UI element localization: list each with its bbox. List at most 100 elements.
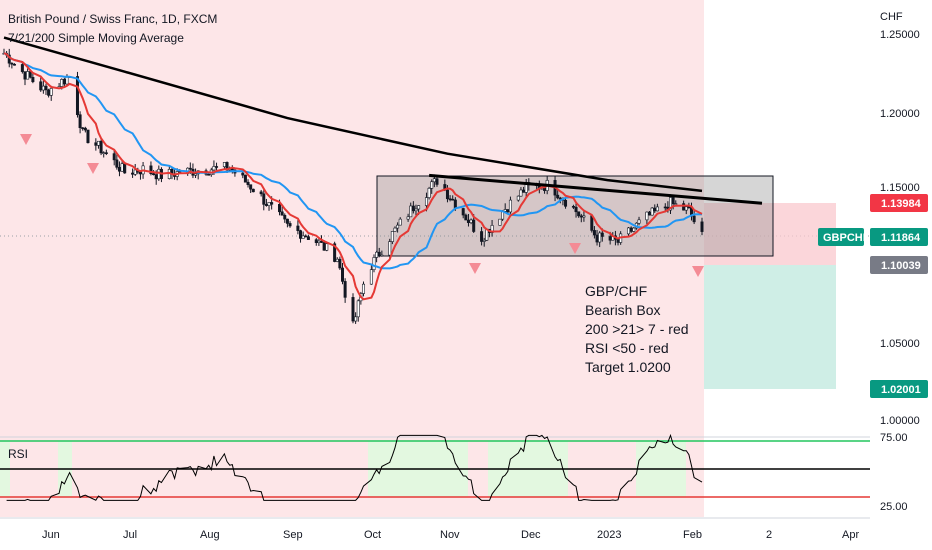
candle-body <box>304 235 308 238</box>
candle-body <box>343 281 347 298</box>
candle-body <box>508 199 512 213</box>
candle-body <box>380 254 384 257</box>
time-label: Nov <box>440 529 460 541</box>
time-label: Jun <box>42 529 60 541</box>
candle-body <box>333 243 337 262</box>
candle-body <box>556 194 560 199</box>
candle-body <box>320 240 324 243</box>
candle-body <box>398 218 402 226</box>
candle-body <box>212 166 216 171</box>
candle-body <box>280 211 284 216</box>
candle-body <box>466 219 470 223</box>
candle-body <box>674 203 678 205</box>
candle-body <box>490 225 494 233</box>
candle-body <box>356 300 360 318</box>
price-tick: 1.15000 <box>880 182 920 194</box>
candle-body <box>81 127 85 130</box>
candle-body <box>83 127 87 131</box>
candle-body <box>375 251 379 258</box>
chart-title: British Pound / Swiss Franc, 1D, FXCM <box>8 12 217 26</box>
time-label: 2023 <box>597 529 621 541</box>
candle-body <box>241 172 245 176</box>
candle-body <box>637 219 641 224</box>
candle-body <box>75 76 79 116</box>
rsi-tick: 25.00 <box>880 501 908 513</box>
price-tick: 1.20000 <box>880 108 920 120</box>
stop-badge <box>870 194 928 212</box>
last-price-badge-text: 1.11864 <box>881 232 921 244</box>
entry-badge-text: 1.10039 <box>881 260 921 272</box>
candle-body <box>267 202 271 206</box>
candle-body <box>482 239 486 242</box>
time-label: Apr <box>842 529 859 541</box>
time-label: Jul <box>123 529 137 541</box>
candle-body <box>99 140 103 154</box>
candle-body <box>406 216 410 220</box>
stop-zone[interactable] <box>704 203 836 265</box>
candle-body <box>20 64 24 72</box>
candle-body <box>86 129 90 144</box>
candle-body <box>409 205 413 218</box>
annotation[interactable]: GBP/CHF Bearish Box 200 >21> 7 - red RSI… <box>585 283 689 375</box>
candle-body <box>608 236 612 241</box>
candle-body <box>506 209 510 213</box>
candle-body <box>377 251 381 257</box>
candle-body <box>341 267 345 282</box>
candle-body <box>41 85 45 91</box>
candle-body <box>102 152 106 154</box>
resistance-trendline[interactable] <box>428 173 763 205</box>
sell-triangle <box>569 243 581 254</box>
annotation-line: RSI <50 - red <box>585 340 669 356</box>
candle-body <box>577 211 581 217</box>
candle-body <box>655 206 659 212</box>
candle-body <box>335 258 339 262</box>
candle-body <box>692 215 696 223</box>
candle-body <box>131 172 135 175</box>
candle-body <box>629 227 633 232</box>
candle-body <box>627 227 631 235</box>
candle-body <box>582 215 586 218</box>
candle-body <box>522 189 526 193</box>
candle-body <box>96 140 100 146</box>
candle-body <box>393 227 397 232</box>
candle-body <box>60 79 64 87</box>
candle-body <box>645 211 649 221</box>
rsi-tick: 75.00 <box>880 432 908 444</box>
candle-body <box>194 173 198 176</box>
candle-body <box>262 193 266 205</box>
candle-body <box>372 257 376 270</box>
candle-body <box>188 167 192 170</box>
candle-body <box>414 208 418 212</box>
candle-body <box>288 223 292 227</box>
time-label: Feb <box>683 529 702 541</box>
candle-body <box>215 166 219 168</box>
stop-badge-text: 1.13984 <box>881 198 922 210</box>
candle-body <box>157 168 161 180</box>
target-zone[interactable] <box>704 265 836 389</box>
candle-body <box>574 206 578 213</box>
symbol-badge <box>818 228 864 246</box>
candle-body <box>49 88 53 96</box>
candle-body <box>306 236 310 240</box>
candle-body <box>411 205 415 212</box>
candle-body <box>278 203 282 213</box>
candle-body <box>684 206 688 211</box>
candle-body <box>317 240 321 243</box>
candle-body <box>361 283 365 294</box>
time-label: Oct <box>364 529 381 541</box>
candle-body <box>461 208 465 216</box>
candles <box>2 48 704 324</box>
candle-body <box>451 198 455 201</box>
price-tick: 1.25000 <box>880 29 920 41</box>
candle-body <box>464 214 468 221</box>
candle-body <box>23 71 27 80</box>
candle-body <box>445 189 449 200</box>
candle-body <box>632 227 636 232</box>
candle-body <box>564 199 568 207</box>
sma21-line <box>3 52 703 270</box>
symbol-badge-text: GBPCHF <box>823 232 870 244</box>
rsi-line <box>6 433 703 501</box>
candle-body <box>558 197 562 200</box>
target-badge-text: 1.02001 <box>881 384 921 396</box>
